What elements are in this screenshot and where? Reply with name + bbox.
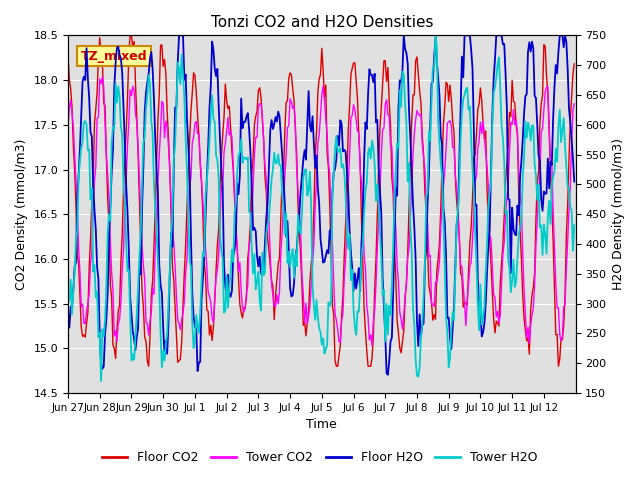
Floor CO2	[81, 335, 89, 340]
Tower CO2	[570, 101, 578, 107]
Floor H2O	[175, 33, 183, 38]
Tower CO2	[97, 81, 105, 86]
Line: Tower H2O: Tower H2O	[68, 36, 574, 381]
Floor CO2	[428, 300, 435, 305]
Tower H2O	[431, 33, 439, 38]
Tower CO2	[81, 321, 89, 326]
Tower H2O	[81, 118, 89, 124]
Title: Tonzi CO2 and H2O Densities: Tonzi CO2 and H2O Densities	[211, 15, 433, 30]
Floor CO2	[64, 53, 72, 59]
Floor CO2	[503, 160, 511, 166]
Tower CO2	[569, 108, 577, 113]
Tower H2O	[570, 222, 578, 228]
Tower H2O	[426, 138, 434, 144]
Floor H2O	[81, 77, 89, 83]
Y-axis label: CO2 Density (mmol/m3): CO2 Density (mmol/m3)	[15, 139, 28, 290]
Floor CO2	[570, 61, 578, 67]
Tower CO2	[368, 343, 376, 348]
Tower H2O	[569, 248, 577, 253]
Floor CO2	[97, 53, 105, 59]
Line: Tower CO2: Tower CO2	[68, 77, 574, 346]
Floor CO2	[327, 249, 335, 255]
X-axis label: Time: Time	[307, 419, 337, 432]
Tower H2O	[64, 300, 72, 306]
Tower H2O	[326, 303, 333, 309]
Tower CO2	[326, 171, 333, 177]
Floor H2O	[64, 311, 72, 316]
Floor H2O	[569, 156, 577, 161]
Floor CO2	[569, 71, 577, 76]
Legend: Floor CO2, Tower CO2, Floor H2O, Tower H2O: Floor CO2, Tower CO2, Floor H2O, Tower H…	[97, 446, 543, 469]
Floor H2O	[97, 361, 105, 367]
Line: Floor H2O: Floor H2O	[68, 36, 574, 375]
Tower CO2	[503, 196, 511, 202]
Y-axis label: H2O Density (mmol/m3): H2O Density (mmol/m3)	[612, 138, 625, 290]
Tower H2O	[97, 378, 105, 384]
Floor CO2	[126, 33, 134, 38]
Floor H2O	[428, 81, 435, 86]
Tower H2O	[503, 208, 511, 214]
Tower CO2	[64, 121, 72, 127]
Text: TZ_mixed: TZ_mixed	[81, 49, 147, 63]
Floor H2O	[384, 372, 392, 378]
Floor H2O	[326, 228, 333, 233]
Floor H2O	[503, 104, 511, 110]
Floor H2O	[570, 179, 578, 184]
Floor CO2	[145, 363, 152, 369]
Tower CO2	[428, 301, 435, 307]
Tower CO2	[99, 74, 106, 80]
Line: Floor CO2: Floor CO2	[68, 36, 574, 366]
Tower H2O	[99, 326, 106, 332]
